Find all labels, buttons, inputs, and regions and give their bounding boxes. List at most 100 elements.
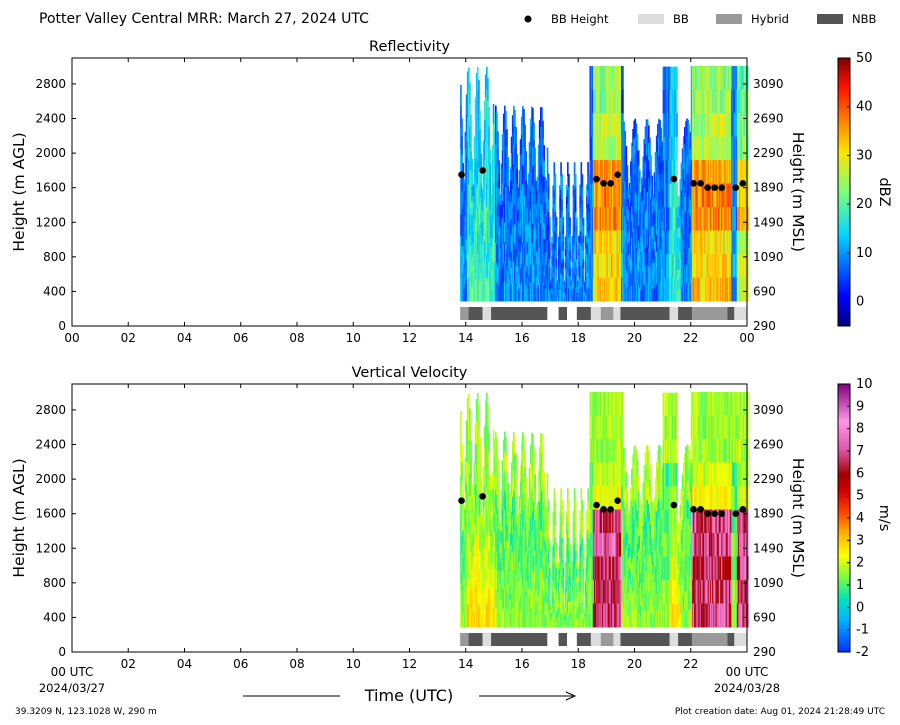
heatmap-cell (616, 438, 619, 463)
heatmap-cell (585, 294, 587, 302)
heatmap-cell (666, 462, 668, 487)
heatmap-cell (649, 610, 651, 628)
heatmap-cell (633, 518, 635, 538)
heatmap-cell (662, 556, 665, 581)
heatmap-cell (727, 183, 730, 208)
heatmap-cell (598, 89, 601, 114)
heatmap-cell (574, 576, 577, 590)
heatmap-cell (588, 614, 590, 628)
heatmap-cell (580, 571, 583, 586)
heatmap-cell (625, 269, 628, 286)
heatmap-cell (561, 199, 563, 213)
heatmap-cell (726, 230, 729, 255)
heatmap-cell (598, 136, 601, 161)
heatmap-cell (484, 119, 487, 144)
heatmap-cell (730, 183, 732, 208)
heatmap-cell (672, 160, 675, 185)
heatmap-cell (500, 191, 503, 206)
heatmap-cell (583, 298, 586, 302)
heatmap-cell (636, 267, 639, 285)
heatmap-cell (672, 277, 675, 302)
heatmap-cell (493, 150, 496, 170)
heatmap-cell (705, 485, 707, 510)
heatmap-cell (600, 509, 603, 534)
heatmap-cell (504, 105, 506, 126)
heatmap-cell (519, 610, 522, 628)
heatmap-cell (715, 438, 718, 463)
heatmap-cell (695, 112, 697, 137)
heatmap-cell (484, 142, 487, 166)
heatmap-cell (697, 556, 700, 581)
heatmap-cell (517, 255, 520, 268)
heatmap-cell (658, 463, 660, 482)
heatmap-cell (663, 580, 666, 604)
heatmap-cell (663, 136, 666, 161)
heatmap-cell (604, 136, 606, 161)
heatmap-cell (488, 165, 490, 186)
heatmap-cell (572, 545, 575, 558)
heatmap-cell (675, 439, 677, 464)
heatmap-cell (703, 415, 705, 440)
heatmap-cell (533, 466, 535, 485)
heatmap-cell (504, 144, 506, 165)
heatmap-cell (465, 440, 468, 463)
heatmap-cell (700, 532, 703, 557)
heatmap-cell (484, 581, 487, 605)
heatmap-cell (667, 392, 669, 417)
heatmap-cell (520, 498, 523, 517)
heatmap-cell (693, 136, 695, 161)
heatmap-cell (597, 603, 599, 628)
heatmap-cell (561, 588, 563, 603)
heatmap-cell (577, 284, 579, 288)
heatmap-cell (743, 136, 746, 161)
heatmap-cell (472, 196, 475, 209)
heatmap-cell (709, 183, 712, 208)
heatmap-cell (711, 159, 713, 184)
heatmap-cell (562, 618, 565, 628)
heatmap-cell (555, 250, 558, 260)
heatmap-cell (605, 206, 607, 231)
heatmap-cell (662, 66, 665, 91)
heatmap-cell (706, 159, 709, 184)
heatmap-cell (628, 230, 631, 243)
heatmap-cell (479, 281, 481, 302)
heatmap-cell (615, 136, 617, 161)
heatmap-cell (493, 476, 496, 496)
heatmap-cell (698, 485, 701, 510)
heatmap-cell (474, 138, 477, 159)
heatmap-cell (482, 546, 485, 564)
heatmap-cell (677, 259, 679, 270)
heatmap-cell (561, 499, 563, 514)
heatmap-cell (645, 590, 648, 610)
heatmap-cell (527, 588, 530, 602)
heatmap-cell (478, 234, 480, 258)
heatmap-cell (509, 613, 512, 628)
heatmap-cell (682, 544, 685, 562)
heatmap-cell (486, 603, 488, 628)
heatmap-cell (627, 289, 630, 302)
heatmap-cell (550, 624, 552, 628)
heatmap-cell (631, 253, 633, 270)
heatmap-cell (627, 558, 630, 571)
heatmap-cell (709, 66, 712, 90)
heatmap-cell (606, 485, 608, 510)
heatmap-cell (519, 220, 522, 237)
heatmap-cell (482, 204, 485, 222)
heatmap-cell (558, 268, 560, 276)
heatmap-cell (543, 160, 545, 177)
heatmap-cell (538, 500, 541, 520)
heatmap-cell (549, 618, 551, 628)
heatmap-cell (586, 592, 588, 605)
heatmap-cell (560, 529, 562, 545)
heatmap-cell (495, 509, 497, 530)
heatmap-cell (562, 610, 565, 620)
heatmap-cell (747, 66, 749, 90)
heatmap-cell (547, 601, 550, 615)
heatmap-cell (716, 89, 719, 114)
heatmap-cell (671, 113, 674, 138)
bb-height-point (739, 180, 747, 187)
heatmap-cell (672, 462, 675, 487)
heatmap-cell (642, 286, 644, 302)
heatmap-cell (580, 176, 583, 191)
